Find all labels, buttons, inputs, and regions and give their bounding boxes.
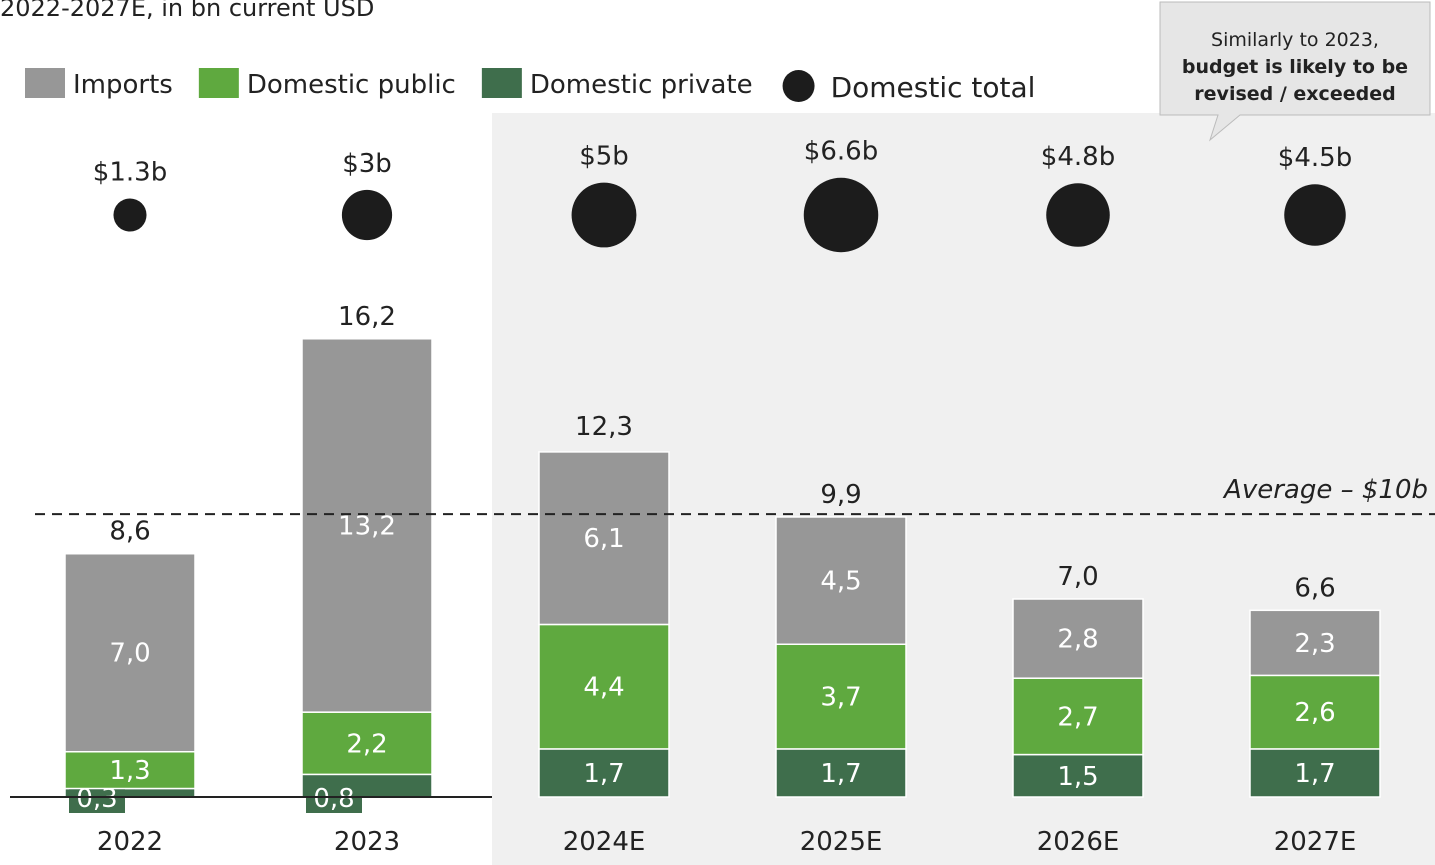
average-label: Average – $10b xyxy=(1222,475,1428,505)
callout-bold: revised / exceeded xyxy=(1194,83,1395,105)
x-tick-label: 2022 xyxy=(97,827,163,857)
legend-swatch xyxy=(782,70,815,102)
total-label: 8,6 xyxy=(109,517,150,547)
total-label: 9,9 xyxy=(820,480,861,510)
bar-segment xyxy=(64,750,196,790)
bar-segment xyxy=(1249,609,1381,677)
bar-segment xyxy=(1249,674,1381,750)
segment-label: 13,2 xyxy=(338,511,396,541)
segment-label: 4,5 xyxy=(820,567,861,597)
total-label: 6,6 xyxy=(1294,573,1335,603)
segment-label: 2,3 xyxy=(1294,629,1335,659)
segment-label: 7,0 xyxy=(109,639,150,669)
bubble xyxy=(1284,184,1346,246)
x-tick-label: 2027E xyxy=(1274,827,1357,857)
bar-segment xyxy=(64,552,196,753)
bubble xyxy=(113,198,147,232)
segment-label: 4,4 xyxy=(583,673,624,703)
bar-segment xyxy=(538,451,670,626)
bubble-label: $6.6b xyxy=(804,137,878,167)
total-label: 7,0 xyxy=(1057,562,1098,592)
legend-label: Domestic private xyxy=(530,70,753,100)
bubble xyxy=(1046,183,1110,247)
segment-label: 2,8 xyxy=(1057,625,1098,655)
bar-segment xyxy=(775,748,907,798)
segment-label: 1,7 xyxy=(583,759,624,789)
x-tick-label: 2024E xyxy=(563,827,646,857)
total-label: 16,2 xyxy=(338,302,396,332)
bubble xyxy=(803,177,879,253)
chart-subtitle: 2022-2027E, in bn current USD xyxy=(0,0,374,22)
bubble-label: $1.3b xyxy=(93,157,167,187)
legend-swatch xyxy=(481,68,522,98)
bar-segment xyxy=(1012,598,1144,679)
segment-label: 2,7 xyxy=(1057,702,1098,732)
segment-label: 6,1 xyxy=(583,524,624,554)
bar-segment xyxy=(775,643,907,750)
total-label: 12,3 xyxy=(575,412,633,442)
segment-label: 0,8 xyxy=(313,784,354,814)
bar-segment xyxy=(1249,748,1381,798)
bubble-label: $4.5b xyxy=(1278,143,1352,173)
callout-bold: budget is likely to be xyxy=(1182,56,1408,78)
legend-label: Domestic public xyxy=(247,70,456,100)
bar-segment xyxy=(301,338,433,713)
segment-label: 1,7 xyxy=(1294,759,1335,789)
segment-label: 1,3 xyxy=(109,756,150,786)
bubble-label: $3b xyxy=(342,149,392,179)
x-tick-label: 2025E xyxy=(800,827,883,857)
bubble xyxy=(571,182,637,248)
segment-label: 1,5 xyxy=(1057,762,1098,792)
segment-label: 1,7 xyxy=(820,759,861,789)
legend-label: Imports xyxy=(73,70,173,100)
bar-segment xyxy=(301,711,433,776)
legend-swatch xyxy=(198,68,239,98)
segment-label: 2,6 xyxy=(1294,698,1335,728)
legend-label: Domestic total xyxy=(831,71,1036,104)
legend-swatch xyxy=(25,68,65,98)
bubble xyxy=(341,189,393,241)
bubble-label: $5b xyxy=(579,142,629,172)
segment-label: 3,7 xyxy=(820,683,861,713)
bar-segment xyxy=(1012,677,1144,756)
bar-segment xyxy=(538,748,670,798)
x-tick-label: 2026E xyxy=(1037,827,1120,857)
bar-segment xyxy=(1012,753,1144,798)
callout-box xyxy=(1159,1,1431,142)
x-tick-label: 2023 xyxy=(334,827,400,857)
bar-segment xyxy=(775,516,907,646)
bubble-label: $4.8b xyxy=(1041,142,1115,172)
segment-label: 2,2 xyxy=(346,729,387,759)
callout-text: Similarly to 2023, xyxy=(1211,29,1379,51)
